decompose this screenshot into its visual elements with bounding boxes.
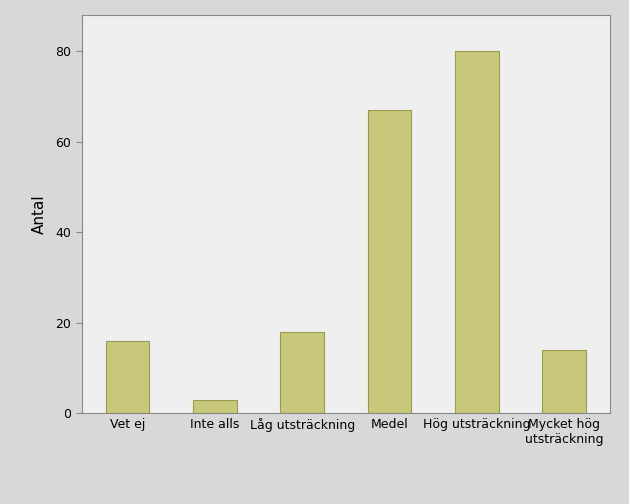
- Bar: [368, 110, 411, 413]
- Bar: [106, 341, 150, 413]
- Bar: [542, 350, 586, 413]
- Bar: [281, 332, 324, 413]
- Bar: [193, 400, 237, 413]
- Bar: [455, 51, 499, 413]
- Y-axis label: Antal: Antal: [32, 195, 47, 234]
